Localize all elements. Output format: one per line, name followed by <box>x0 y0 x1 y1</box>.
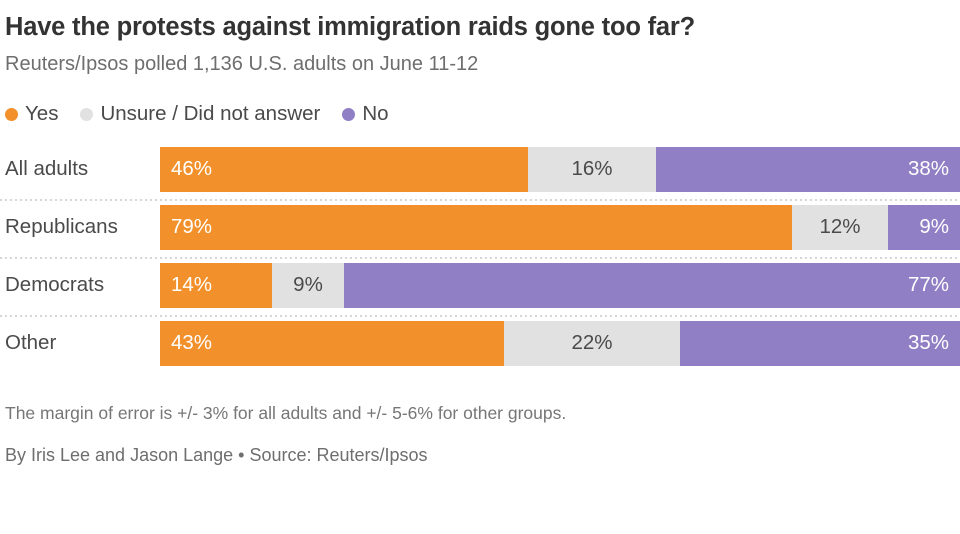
circle-icon <box>342 107 356 121</box>
row-label: Republicans <box>5 215 118 239</box>
bar-value-label: 43% <box>171 331 213 355</box>
row-label: Other <box>5 331 57 355</box>
chart-row: Other 43% 22% 35% <box>5 317 960 375</box>
bar-value-label: 14% <box>171 273 213 297</box>
bar-segment-no[interactable]: 38% <box>656 146 960 192</box>
bar-segment-unsure[interactable]: 16% <box>528 146 656 192</box>
row-divider <box>0 315 960 318</box>
row-label: All adults <box>5 157 89 181</box>
row-label: Democrats <box>5 273 105 297</box>
circle-icon <box>5 107 18 121</box>
bar-value-label: 9% <box>919 215 949 239</box>
bar-segment-yes[interactable]: 79% <box>160 204 792 250</box>
bar-value-label: 9% <box>293 273 323 297</box>
bar-value-label: 35% <box>907 331 949 355</box>
margin-of-error-note: The margin of error is +/- 3% for all ad… <box>5 403 567 424</box>
chart-row: Democrats 14% 9% 77% <box>0 259 960 318</box>
legend-item-yes[interactable]: Yes <box>5 104 58 125</box>
chart-plot-area: All adults 46% 16% 38% Republicans <box>0 143 960 375</box>
legend-label-yes: Yes <box>25 102 59 126</box>
bar-value-label: 77% <box>907 273 949 297</box>
chart-footer: The margin of error is +/- 3% for all ad… <box>5 375 960 467</box>
stacked-bar: 14% 9% 77% <box>160 262 960 308</box>
chart-row: All adults 46% 16% 38% <box>0 143 960 202</box>
bar-value-label: 79% <box>171 215 213 239</box>
row-divider <box>0 199 960 202</box>
stacked-bar: 43% 22% 35% <box>160 320 960 366</box>
chart-subtitle: Reuters/Ipsos polled 1,136 U.S. adults o… <box>5 53 479 76</box>
stacked-bar: 46% 16% 38% <box>160 146 960 192</box>
chart-row: Republicans 79% 12% 9% <box>0 201 960 260</box>
byline-and-source: By Iris Lee and Jason Lange • Source: Re… <box>5 445 428 466</box>
bar-segment-unsure[interactable]: 22% <box>504 320 680 366</box>
stacked-bar: 79% 12% 9% <box>160 204 960 250</box>
bar-value-label: 16% <box>571 157 613 181</box>
bar-value-label: 12% <box>819 215 861 239</box>
bar-segment-yes[interactable]: 46% <box>160 146 528 192</box>
legend-label-unsure: Unsure / Did not answer <box>100 102 321 126</box>
legend-item-no[interactable]: No <box>342 102 389 126</box>
legend-label-no: No <box>362 102 389 126</box>
circle-icon <box>80 107 94 121</box>
legend-item-unsure[interactable]: Unsure / Did not answer <box>80 104 320 125</box>
bar-segment-no[interactable]: 35% <box>680 320 960 366</box>
bar-value-label: 46% <box>171 157 213 181</box>
chart-legend: Yes Unsure / Did not answer No <box>5 76 960 128</box>
bar-segment-yes[interactable]: 43% <box>160 320 504 366</box>
bar-value-label: 38% <box>907 157 949 181</box>
bar-segment-yes[interactable]: 14% <box>160 262 272 308</box>
chart-title: Have the protests against immigration ra… <box>5 13 695 41</box>
bar-value-label: 22% <box>571 331 613 355</box>
bar-segment-unsure[interactable]: 9% <box>272 262 344 308</box>
row-divider <box>0 257 960 260</box>
bar-segment-no[interactable]: 9% <box>888 204 960 250</box>
bar-segment-no[interactable]: 77% <box>344 262 960 308</box>
bar-segment-unsure[interactable]: 12% <box>792 204 888 250</box>
